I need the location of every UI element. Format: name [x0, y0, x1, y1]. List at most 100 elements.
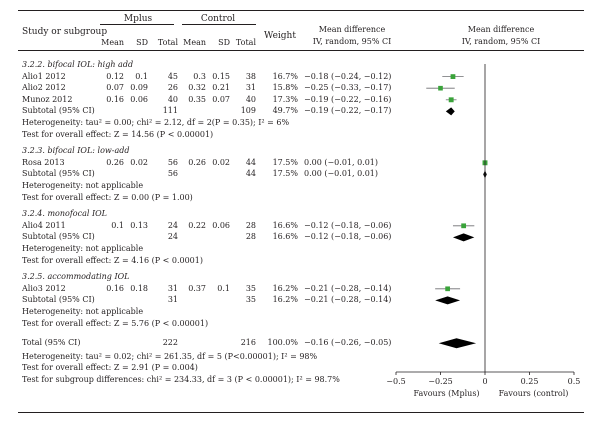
study-m1: 0.26 [106, 157, 124, 167]
study-m2: 0.22 [188, 220, 206, 230]
study-m1: 0.12 [106, 71, 124, 81]
study-m2: 0.3 [193, 71, 206, 81]
total-weight: 100.0% [267, 338, 298, 348]
subtotal-n2: 28 [245, 232, 256, 242]
study-sd2: 0.02 [212, 157, 230, 167]
study-n2: 44 [245, 157, 256, 167]
subgroup-difference-test: Test for subgroup differences: chi² = 23… [22, 375, 340, 384]
subgroup-title: 3.2.4. monofocal IOL [22, 209, 107, 219]
heterogeneity-text: Heterogeneity: not applicable [22, 307, 144, 316]
group1-sd-header: SD [136, 38, 148, 47]
subtotal-n2: 109 [240, 106, 256, 116]
study-ci: −0.19 (−0.22, −0.16) [304, 94, 392, 104]
study-sd1: 0.1 [135, 71, 148, 81]
study-m1: 0.1 [111, 220, 124, 230]
overall-effect-test: Test for overall effect: Z = 14.56 (P < … [22, 129, 214, 139]
study-weight: 17.3% [272, 94, 298, 104]
favours-right-label: Favours (control) [499, 389, 569, 398]
overall-effect-test: Test for overall effect: Z = 5.76 (P < 0… [22, 318, 209, 328]
study-m1: 0.16 [106, 283, 124, 293]
total-heterogeneity: Heterogeneity: tau² = 0.02; chi² = 261.3… [22, 351, 318, 361]
study-marker [450, 74, 456, 79]
group1-mean-header: Mean [101, 38, 124, 47]
x-tick-label: 0.5 [568, 377, 581, 386]
study-name: Alio2 2012 [22, 83, 66, 93]
study-n1: 31 [167, 283, 178, 293]
total-ci: −0.16 (−0.26, −0.05) [304, 338, 392, 348]
subtotal-weight: 17.5% [272, 169, 298, 179]
group2-total-header: Total [235, 38, 256, 47]
study-n1: 56 [167, 157, 178, 167]
overall-effect-test: Test for overall effect: Z = 4.16 (P < 0… [22, 255, 203, 265]
top-rule [18, 10, 584, 11]
study-sd1: 0.02 [130, 157, 148, 167]
study-ci: −0.25 (−0.33, −0.17) [304, 83, 392, 93]
study-m2: 0.26 [188, 157, 206, 167]
study-name: Alio4 2011 [22, 220, 66, 230]
favours-left-label: Favours (Mplus) [413, 389, 479, 398]
heterogeneity-text: Heterogeneity: tau² = 0.00; chi² = 2.12,… [22, 118, 290, 127]
study-sd1: 0.13 [130, 220, 148, 230]
group2-sd-header: SD [218, 38, 230, 47]
group1-total-header: Total [157, 38, 178, 47]
study-marker [438, 85, 443, 91]
study-sd2: 0.15 [212, 71, 230, 81]
study-sd1: 0.06 [130, 94, 148, 104]
study-n1: 26 [167, 83, 178, 93]
study-weight: 17.5% [272, 157, 298, 167]
study-weight: 16.2% [272, 283, 298, 293]
study-n1: 24 [167, 220, 178, 230]
study-sd1: 0.18 [130, 283, 148, 293]
md1-header-title: Mean difference [318, 25, 386, 34]
study-n1: 45 [167, 71, 178, 81]
subtotal-diamond [435, 296, 461, 305]
subtotal-label: Subtotal (95% CI) [22, 106, 95, 116]
total-n2: 216 [240, 338, 256, 348]
subtotal-ci: −0.12 (−0.18, −0.06) [304, 232, 392, 242]
subtotal-diamond [452, 233, 475, 242]
weight-header: Weight [264, 31, 296, 41]
study-n2: 28 [245, 220, 256, 230]
study-m1: 0.16 [106, 94, 124, 104]
subtotal-weight: 16.6% [272, 232, 298, 242]
md2-header-title: Mean difference [467, 25, 535, 34]
study-name: Alio3 2012 [22, 283, 66, 293]
header-rule [18, 50, 584, 51]
x-tick-label: 0.25 [521, 377, 539, 386]
total-n1: 222 [162, 338, 178, 348]
md1-header-sub: IV, random, 95% CI [312, 37, 392, 46]
heterogeneity-text: Heterogeneity: not applicable [22, 244, 144, 253]
study-n2: 40 [245, 94, 256, 104]
x-tick-label: −0.5 [386, 377, 405, 386]
study-n1: 40 [167, 94, 178, 104]
study-m2: 0.32 [188, 83, 206, 93]
overall-effect-test: Test for overall effect: Z = 0.00 (P = 1… [22, 192, 193, 202]
subtotal-n2: 35 [245, 295, 256, 305]
total-label: Total (95% CI) [22, 338, 81, 348]
group1-header: Mplus [123, 14, 153, 24]
x-tick-label: 0 [482, 377, 487, 386]
subtotal-label: Subtotal (95% CI) [22, 295, 95, 305]
subgroup-title: 3.2.3. bifocal IOL: low-add [22, 146, 130, 156]
subtotal-weight: 49.7% [272, 106, 298, 116]
subtotal-ci: 0.00 (−0.01, 0.01) [304, 169, 379, 179]
study-n2: 35 [245, 283, 256, 293]
bottom-rule [18, 412, 584, 413]
study-sd2: 0.06 [212, 220, 230, 230]
md2-header-sub: IV, random, 95% CI [461, 37, 541, 46]
study-marker [445, 286, 450, 292]
study-m2: 0.37 [188, 283, 206, 293]
subtotal-label: Subtotal (95% CI) [22, 169, 95, 179]
study-weight: 16.7% [272, 71, 298, 81]
group2-mean-header: Mean [183, 38, 206, 47]
study-name: Munoz 2012 [22, 94, 73, 104]
subtotal-n1: 111 [162, 106, 178, 116]
study-weight: 16.6% [272, 220, 298, 230]
subgroup-title: 3.2.2. bifocal IOL: high add [22, 60, 134, 69]
study-sd1: 0.09 [130, 83, 148, 93]
study-name: Alio1 2012 [22, 71, 66, 81]
study-ci: −0.21 (−0.28, −0.14) [304, 283, 392, 293]
study-weight: 15.8% [272, 83, 298, 93]
